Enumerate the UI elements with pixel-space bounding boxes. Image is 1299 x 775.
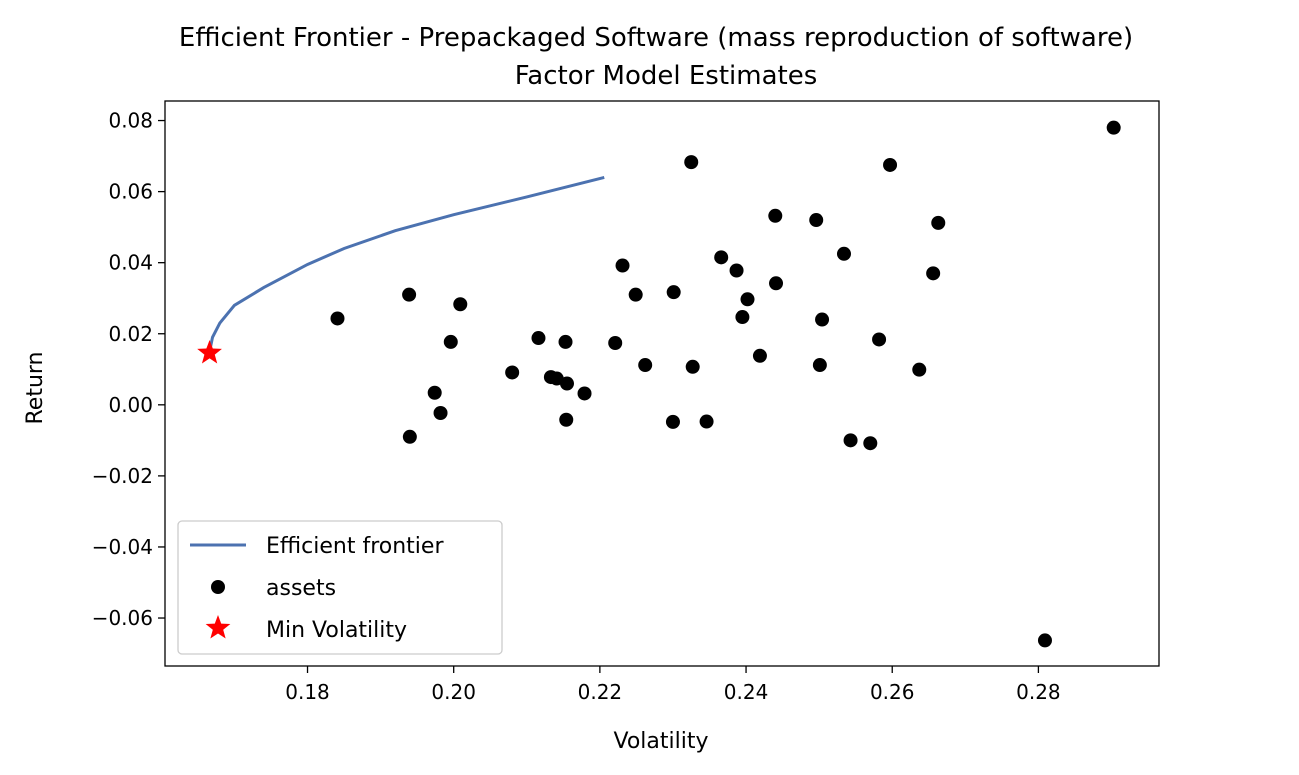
asset-point [443, 334, 458, 349]
asset-point [912, 362, 927, 377]
asset-point [836, 246, 851, 261]
y-tick-label: −0.04 [92, 535, 153, 559]
asset-point [863, 436, 878, 451]
asset-point [729, 263, 744, 278]
asset-point [699, 414, 714, 429]
asset-point [752, 348, 767, 363]
asset-point [926, 266, 941, 281]
chart-title: Efficient Frontier - Prepackaged Softwar… [179, 23, 1133, 53]
asset-point [684, 155, 699, 170]
y-axis-label: Return [23, 351, 48, 424]
y-tick-label: 0.08 [108, 109, 153, 133]
legend-frontier-label: Efficient frontier [266, 534, 444, 559]
asset-point [714, 250, 729, 265]
legend-min-vol-label: Min Volatility [266, 618, 407, 643]
asset-point [402, 429, 417, 444]
asset-point [685, 359, 700, 374]
asset-point [740, 292, 755, 307]
y-tick-label: 0.02 [108, 322, 153, 346]
asset-point [638, 358, 653, 373]
x-axis-label: Volatility [613, 729, 708, 754]
asset-point [433, 405, 448, 420]
asset-point [665, 414, 680, 429]
x-tick-label: 0.28 [1016, 680, 1061, 704]
asset-point [558, 334, 573, 349]
legend-min-vol-swatch [205, 615, 231, 639]
plot-area [197, 120, 1121, 648]
asset-point [735, 310, 750, 325]
min-volatility-marker [197, 339, 222, 364]
asset-point [812, 358, 827, 373]
asset-point [559, 376, 574, 391]
plot-frame [164, 100, 1160, 667]
asset-point [505, 365, 520, 380]
asset-point [815, 312, 830, 327]
asset-point [666, 285, 681, 300]
y-tick-label: 0.04 [108, 251, 153, 275]
y-axis: 0.08 0.06 0.04 0.02 0.00 −0.02 −0.04 −0.06 [92, 109, 165, 630]
asset-point [1037, 633, 1052, 648]
legend-assets-swatch [211, 580, 225, 594]
y-tick-label: 0.00 [108, 393, 153, 417]
asset-point [330, 311, 345, 326]
asset-point [559, 412, 574, 427]
asset-point [608, 335, 623, 350]
chart-subtitle: Factor Model Estimates [515, 61, 818, 91]
efficient-frontier-line [208, 175, 605, 352]
asset-point [768, 208, 783, 223]
asset-point [1106, 120, 1121, 135]
x-tick-label: 0.18 [285, 680, 330, 704]
asset-point [453, 297, 468, 312]
asset-point [883, 157, 898, 172]
x-tick-label: 0.22 [578, 680, 623, 704]
legend-box [177, 520, 503, 655]
asset-point [427, 385, 442, 400]
asset-point [809, 213, 824, 228]
asset-point [628, 287, 643, 302]
x-tick-label: 0.24 [724, 680, 769, 704]
asset-point [531, 331, 546, 346]
asset-point [872, 332, 887, 347]
asset-point [402, 287, 417, 302]
y-tick-label: −0.02 [92, 464, 153, 488]
legend-assets-label: assets [266, 576, 336, 601]
asset-point [931, 215, 946, 230]
y-tick-label: 0.06 [108, 180, 153, 204]
asset-point [843, 433, 858, 448]
x-tick-label: 0.26 [870, 680, 915, 704]
x-tick-label: 0.20 [431, 680, 476, 704]
x-axis: 0.18 0.20 0.22 0.24 0.26 0.28 [285, 666, 1061, 704]
legend: Efficient frontier assets Min Volatility [177, 520, 503, 655]
asset-point [769, 276, 784, 291]
asset-point [577, 386, 592, 401]
asset-point [615, 258, 630, 273]
y-tick-label: −0.06 [92, 606, 153, 630]
